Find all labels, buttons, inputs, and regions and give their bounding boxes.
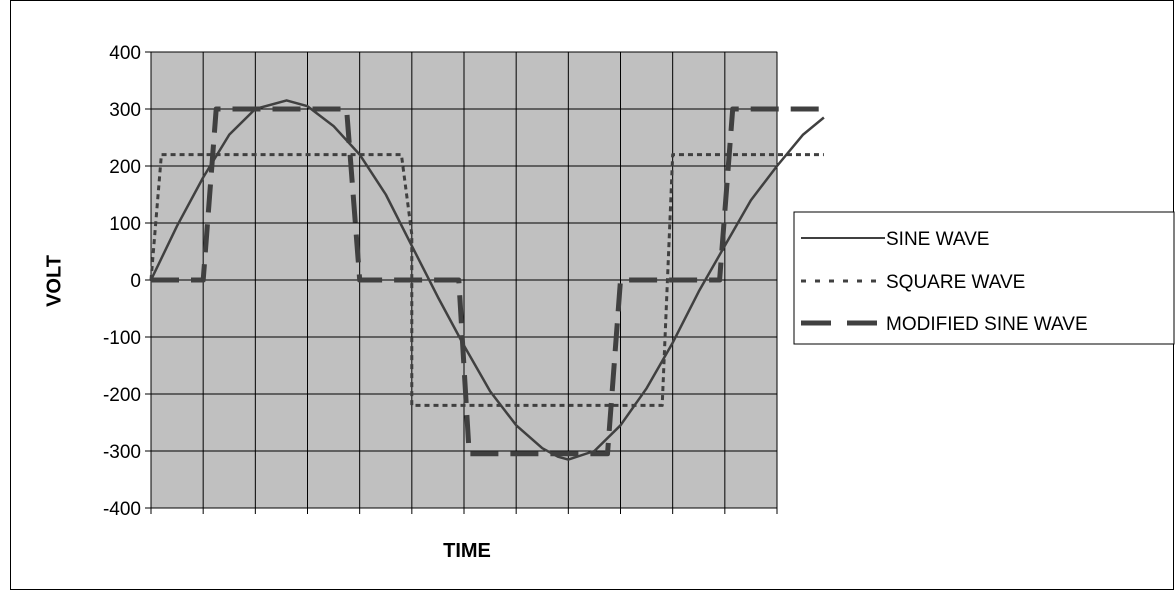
- y-tick-label: -400: [103, 499, 141, 520]
- y-tick-label: 300: [109, 100, 141, 121]
- y-tick-label: 200: [109, 157, 141, 178]
- legend: SINE WAVE SQUARE WAVE MODIFIED SINE WAVE: [793, 211, 1175, 345]
- y-axis-ticks: 400 300 200 100 0 -100 -200 -300 -400: [103, 43, 151, 520]
- y-axis-title: VOLT: [43, 255, 65, 307]
- y-tick-label: -300: [103, 442, 141, 463]
- y-tick-label: -100: [103, 328, 141, 349]
- legend-label-modified: MODIFIED SINE WAVE: [886, 314, 1088, 335]
- legend-label-square: SQUARE WAVE: [886, 272, 1025, 293]
- y-tick-label: 400: [109, 43, 141, 64]
- y-tick-label: 100: [109, 214, 141, 235]
- series: [149, 99, 825, 461]
- series-line-sine-wave: [149, 99, 825, 461]
- y-tick-label: -200: [103, 385, 141, 406]
- chart-frame: 400 300 200 100 0 -100 -200 -300 -400 VOLT TIME …: [10, 0, 1175, 590]
- y-tick-label: 0: [130, 271, 141, 292]
- legend-label-sine: SINE WAVE: [886, 229, 989, 250]
- x-axis-title: TIME: [443, 540, 491, 562]
- series-line-square-wave: [149, 153, 824, 407]
